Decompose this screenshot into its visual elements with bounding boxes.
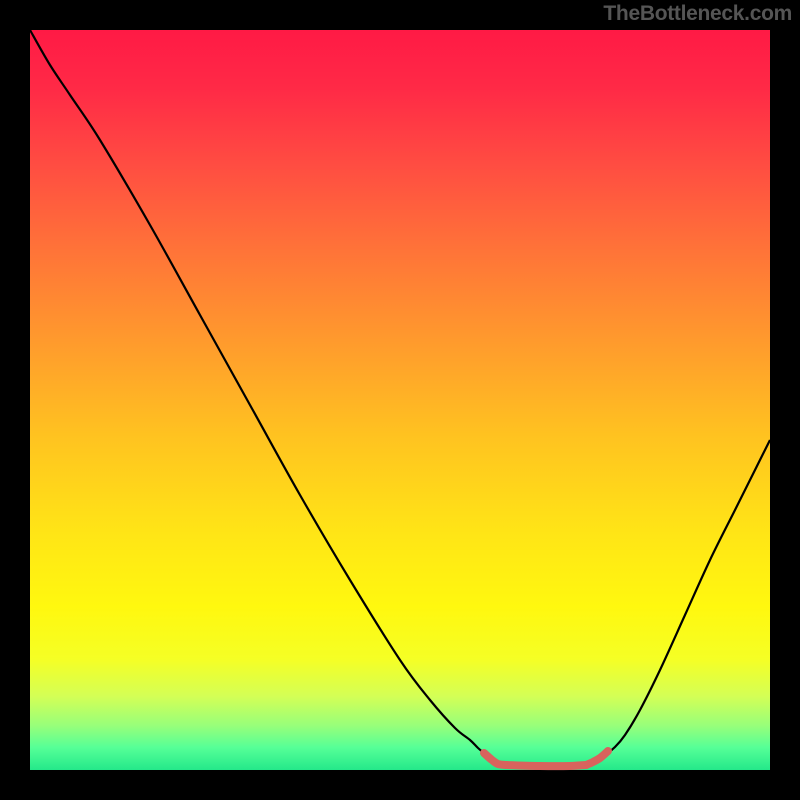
bottleneck-chart <box>0 0 800 800</box>
chart-container: TheBottleneck.com <box>0 0 800 800</box>
highlight-segment <box>506 765 586 766</box>
watermark-text: TheBottleneck.com <box>603 2 792 26</box>
